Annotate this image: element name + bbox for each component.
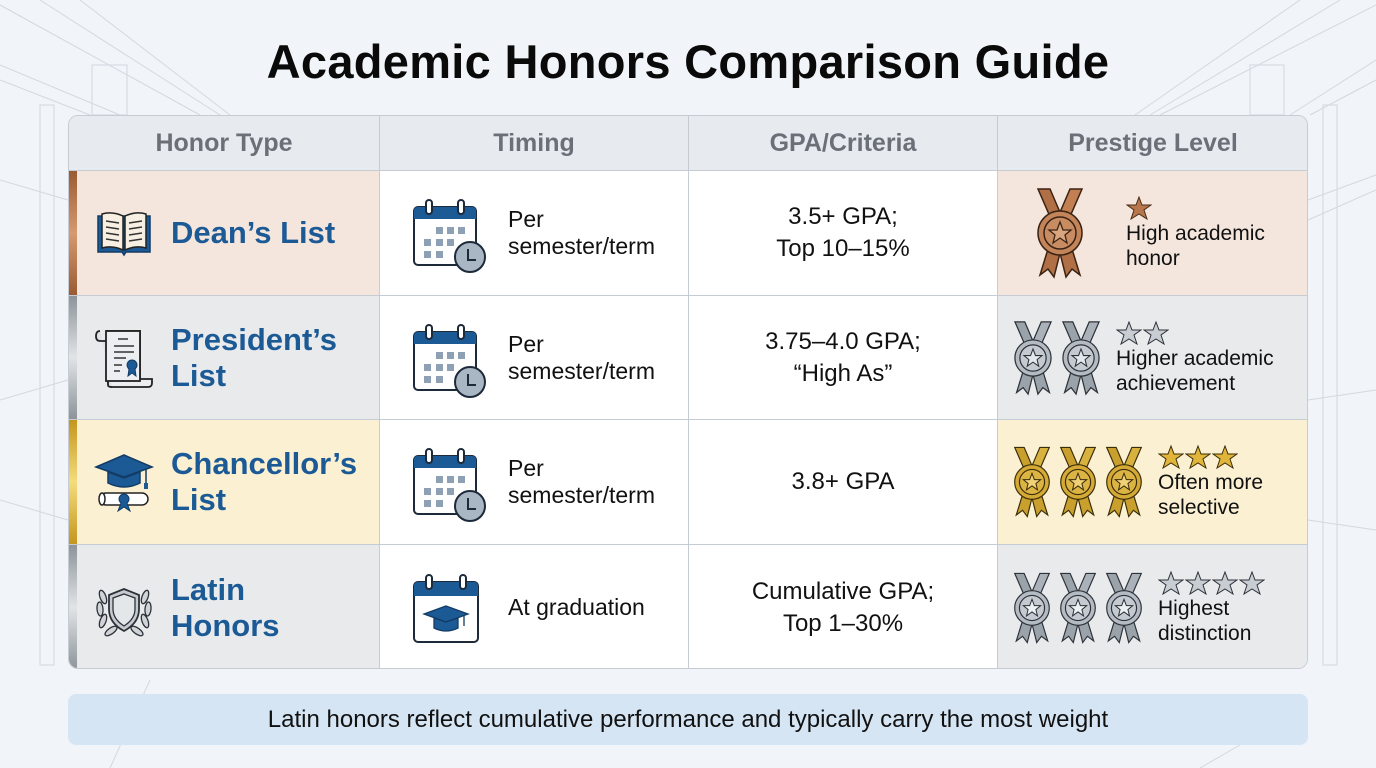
header-prestige-level: Prestige Level xyxy=(998,116,1307,171)
gpa-text: “High As” xyxy=(793,359,893,387)
prestige-text: distinction xyxy=(1158,621,1252,645)
star-icon xyxy=(1185,570,1211,595)
timing-text: Per xyxy=(508,455,544,481)
row-latin-honors-timing: At graduation xyxy=(380,545,689,668)
honors-comparison-table: Honor Type Timing GPA/Criteria Prestige … xyxy=(68,115,1308,669)
prestige-text: achievement xyxy=(1116,371,1236,395)
platinum-medal-icons xyxy=(1010,568,1146,648)
graduation-cap-diploma-icon xyxy=(93,451,155,513)
star-icon xyxy=(1126,196,1152,220)
silver-accent-bar xyxy=(69,545,77,668)
row-presidents-list-gpa: 3.75–4.0 GPA; “High As” xyxy=(689,296,998,420)
calendar-clock-icon xyxy=(410,197,490,273)
gold-medal-icons xyxy=(1010,442,1146,522)
star-icon xyxy=(1185,445,1211,469)
gpa-text: 3.5+ GPA; xyxy=(788,203,898,230)
row-chancellors-list-gpa: 3.8+ GPA xyxy=(689,420,998,545)
prestige-stars xyxy=(1126,195,1265,221)
silver-medal-icon xyxy=(1013,320,1053,396)
gpa-text: Cumulative GPA; xyxy=(751,577,935,605)
star-icon xyxy=(1143,320,1169,345)
row-presidents-list-timing: Per semester/term xyxy=(380,296,689,420)
prestige-text: High academic xyxy=(1126,222,1265,245)
prestige-text: Highest xyxy=(1158,596,1230,620)
star-icon xyxy=(1212,570,1238,595)
gpa-text: 3.8+ GPA xyxy=(791,468,895,495)
prestige-text: Often more xyxy=(1158,471,1264,494)
row-deans-list-prestige: High academic honor xyxy=(998,171,1307,296)
bronze-medal-icon xyxy=(1036,188,1084,279)
timing-text: Per xyxy=(508,206,544,232)
star-icon xyxy=(1158,445,1184,469)
gold-medal-icon xyxy=(1013,446,1051,518)
timing-text: semester/term xyxy=(508,357,655,384)
platinum-medal-icon xyxy=(1059,572,1097,644)
row-latin-honors-prestige: Highest distinction xyxy=(998,545,1307,668)
row-latin-honors-gpa: Cumulative GPA; Top 1–30% xyxy=(689,545,998,668)
star-icon xyxy=(1212,445,1238,469)
prestige-text: honor xyxy=(1126,247,1180,270)
open-book-icon xyxy=(93,202,155,264)
gold-medal-icon xyxy=(1059,446,1097,518)
gpa-text: Top 1–30% xyxy=(782,609,904,637)
platinum-medal-icon xyxy=(1013,572,1051,644)
row-deans-list-honor: Dean’s List xyxy=(69,171,380,296)
calendar-clock-icon xyxy=(410,446,490,522)
timing-text: semester/term xyxy=(508,482,655,508)
gpa-text: Top 10–15% xyxy=(776,235,910,262)
honor-name: Chancellor’s xyxy=(171,446,358,481)
row-chancellors-list-timing: Per semester/term xyxy=(380,420,689,545)
row-presidents-list-prestige: Higher academic achievement xyxy=(998,296,1307,420)
silver-medal-icon xyxy=(1061,320,1101,396)
prestige-text: Higher academic xyxy=(1116,346,1274,370)
prestige-stars xyxy=(1116,320,1274,346)
prestige-stars xyxy=(1158,570,1265,596)
timing-text: At graduation xyxy=(508,594,645,620)
honor-name: Latin xyxy=(171,571,246,607)
header-honor-type: Honor Type xyxy=(69,116,380,171)
gold-medal-icon xyxy=(1105,446,1143,518)
star-icon xyxy=(1158,570,1184,595)
timing-text: semester/term xyxy=(508,233,655,259)
bronze-medal-icons xyxy=(1010,187,1114,279)
calendar-clock-icon xyxy=(410,322,490,398)
laurel-shield-icon xyxy=(93,577,155,639)
prestige-text: selective xyxy=(1158,496,1240,519)
silver-medal-icons xyxy=(1010,318,1104,398)
bronze-accent-bar xyxy=(69,171,77,295)
silver-accent-bar xyxy=(69,296,77,419)
header-timing: Timing xyxy=(380,116,689,171)
timing-text: Per xyxy=(508,330,544,357)
footer-note: Latin honors reflect cumulative performa… xyxy=(68,694,1308,745)
gold-accent-bar xyxy=(69,420,77,544)
star-icon xyxy=(1116,320,1142,345)
header-gpa-criteria: GPA/Criteria xyxy=(689,116,998,171)
honor-name: Honors xyxy=(171,607,280,643)
gpa-text: 3.75–4.0 GPA; xyxy=(765,327,921,355)
certificate-scroll-icon xyxy=(93,327,155,389)
star-icon xyxy=(1239,570,1265,595)
platinum-medal-icon xyxy=(1105,572,1143,644)
row-deans-list-gpa: 3.5+ GPA; Top 10–15% xyxy=(689,171,998,296)
row-latin-honors-honor: Latin Honors xyxy=(69,545,380,668)
honor-name: Dean’s List xyxy=(171,215,336,250)
honor-name: List xyxy=(171,357,227,393)
prestige-stars xyxy=(1158,444,1263,470)
page-title: Academic Honors Comparison Guide xyxy=(266,35,1110,88)
row-presidents-list-honor: President’s List xyxy=(69,296,380,420)
calendar-graduation-cap-icon xyxy=(410,572,490,644)
row-chancellors-list-honor: Chancellor’s List xyxy=(69,420,380,545)
honor-name: President’s xyxy=(171,321,337,357)
row-chancellors-list-prestige: Often more selective xyxy=(998,420,1307,545)
row-deans-list-timing: Per semester/term xyxy=(380,171,689,296)
honor-name: List xyxy=(171,482,227,517)
